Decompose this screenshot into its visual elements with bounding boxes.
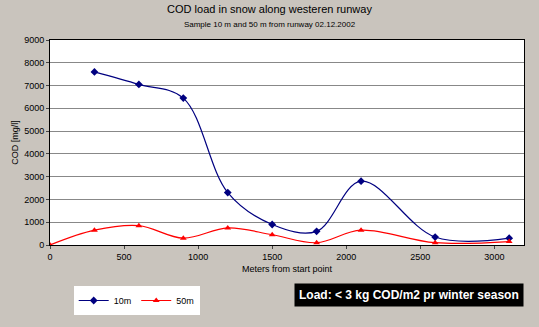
svg-text:500: 500 xyxy=(117,252,132,262)
svg-text:Load: < 3 kg COD/m2 pr winter: Load: < 3 kg COD/m2 pr winter season xyxy=(299,288,519,302)
svg-text:COD load in snow along westere: COD load in snow along westeren runwaySa… xyxy=(167,3,372,29)
svg-text:6000: 6000 xyxy=(24,103,44,113)
svg-text:5000: 5000 xyxy=(24,126,44,136)
svg-text:10m: 10m xyxy=(114,296,132,306)
svg-text:1000: 1000 xyxy=(188,252,208,262)
svg-text:4000: 4000 xyxy=(24,149,44,159)
svg-text:1500: 1500 xyxy=(262,252,282,262)
svg-text:3000: 3000 xyxy=(24,172,44,182)
svg-text:7000: 7000 xyxy=(24,81,44,91)
svg-text:0: 0 xyxy=(39,240,44,250)
svg-text:2500: 2500 xyxy=(410,252,430,262)
svg-text:Meters from start point: Meters from start point xyxy=(242,264,333,274)
svg-text:COD [mg/l]: COD [mg/l] xyxy=(10,120,20,165)
svg-text:2000: 2000 xyxy=(336,252,356,262)
svg-text:0: 0 xyxy=(47,252,52,262)
svg-text:3000: 3000 xyxy=(484,252,504,262)
svg-text:9000: 9000 xyxy=(24,35,44,45)
svg-text:8000: 8000 xyxy=(24,58,44,68)
svg-text:1000: 1000 xyxy=(24,217,44,227)
svg-text:50m: 50m xyxy=(176,296,194,306)
svg-text:2000: 2000 xyxy=(24,195,44,205)
